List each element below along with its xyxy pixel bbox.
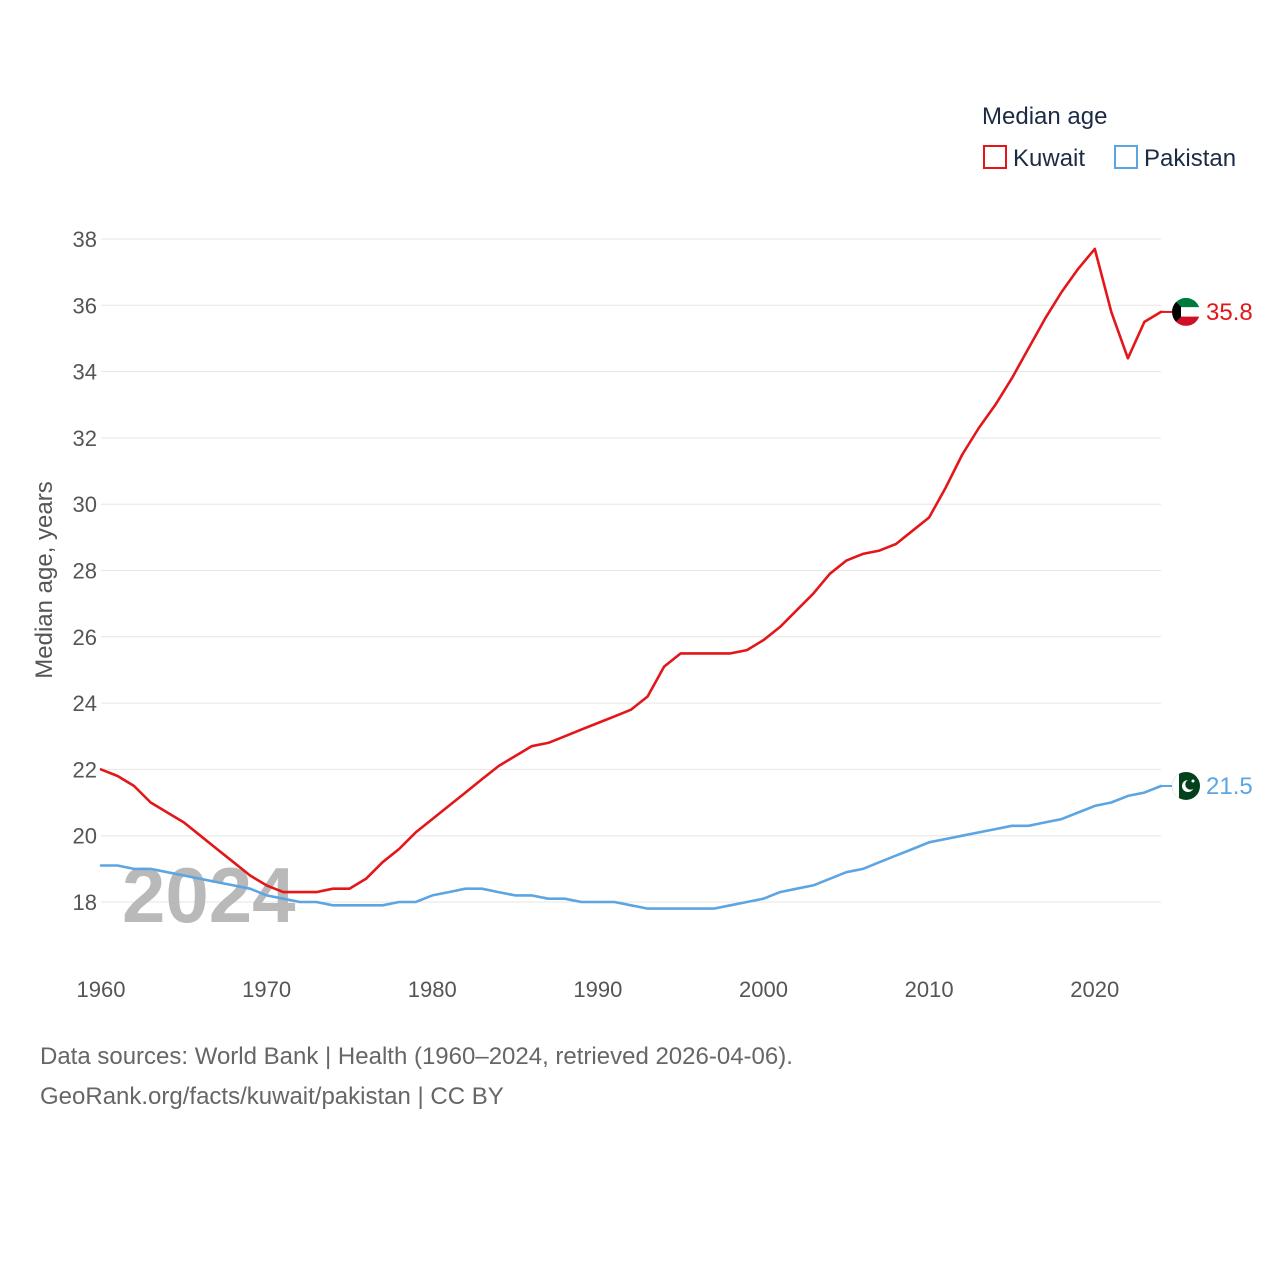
end-label-pakistan: 21.5	[1206, 773, 1253, 800]
series-line-kuwait[interactable]	[99, 247, 1163, 894]
pakistan-flag-icon	[1172, 771, 1200, 800]
legend-label-kuwait[interactable]: Kuwait	[1013, 145, 1085, 172]
y-tick-labels: 18 20 22 24 26 28 30 32 34 36 38	[73, 227, 97, 915]
y-axis-label: Median age, years	[31, 481, 58, 678]
footer-attribution: GeoRank.org/facts/kuwait/pakistan | CC B…	[40, 1083, 504, 1110]
x-tick-1980: 1980	[408, 977, 457, 1002]
y-tick-24: 24	[73, 691, 97, 716]
legend: Median age Kuwait Pakistan	[982, 103, 1236, 172]
x-tick-1960: 1960	[77, 977, 126, 1002]
x-tick-labels: 1960 1970 1980 1990 2000 2010 2020	[77, 977, 1120, 1002]
x-tick-1990: 1990	[573, 977, 622, 1002]
x-tick-2020: 2020	[1070, 977, 1119, 1002]
legend-title: Median age	[982, 103, 1107, 130]
legend-label-pakistan[interactable]: Pakistan	[1144, 145, 1236, 172]
series-line-pakistan[interactable]	[99, 784, 1163, 910]
end-markers: 35.8 21.5	[1161, 297, 1253, 800]
gridlines	[101, 238, 1161, 903]
y-tick-30: 30	[73, 492, 97, 517]
y-tick-18: 18	[73, 890, 97, 915]
legend-swatch-kuwait[interactable]	[983, 145, 1007, 169]
x-tick-2010: 2010	[905, 977, 954, 1002]
y-tick-36: 36	[73, 293, 97, 318]
y-tick-38: 38	[73, 227, 97, 252]
kuwait-flag-icon	[1172, 297, 1200, 326]
legend-swatch-pakistan[interactable]	[1114, 145, 1138, 169]
series-lines	[99, 247, 1163, 910]
y-tick-28: 28	[73, 559, 97, 584]
end-label-kuwait: 35.8	[1206, 299, 1253, 326]
y-tick-20: 20	[73, 824, 97, 849]
y-tick-32: 32	[73, 426, 97, 451]
y-tick-34: 34	[73, 360, 97, 385]
y-tick-22: 22	[73, 757, 97, 782]
y-tick-26: 26	[73, 625, 97, 650]
x-tick-2000: 2000	[739, 977, 788, 1002]
footer-source: Data sources: World Bank | Health (1960–…	[40, 1043, 793, 1070]
x-tick-1970: 1970	[242, 977, 291, 1002]
